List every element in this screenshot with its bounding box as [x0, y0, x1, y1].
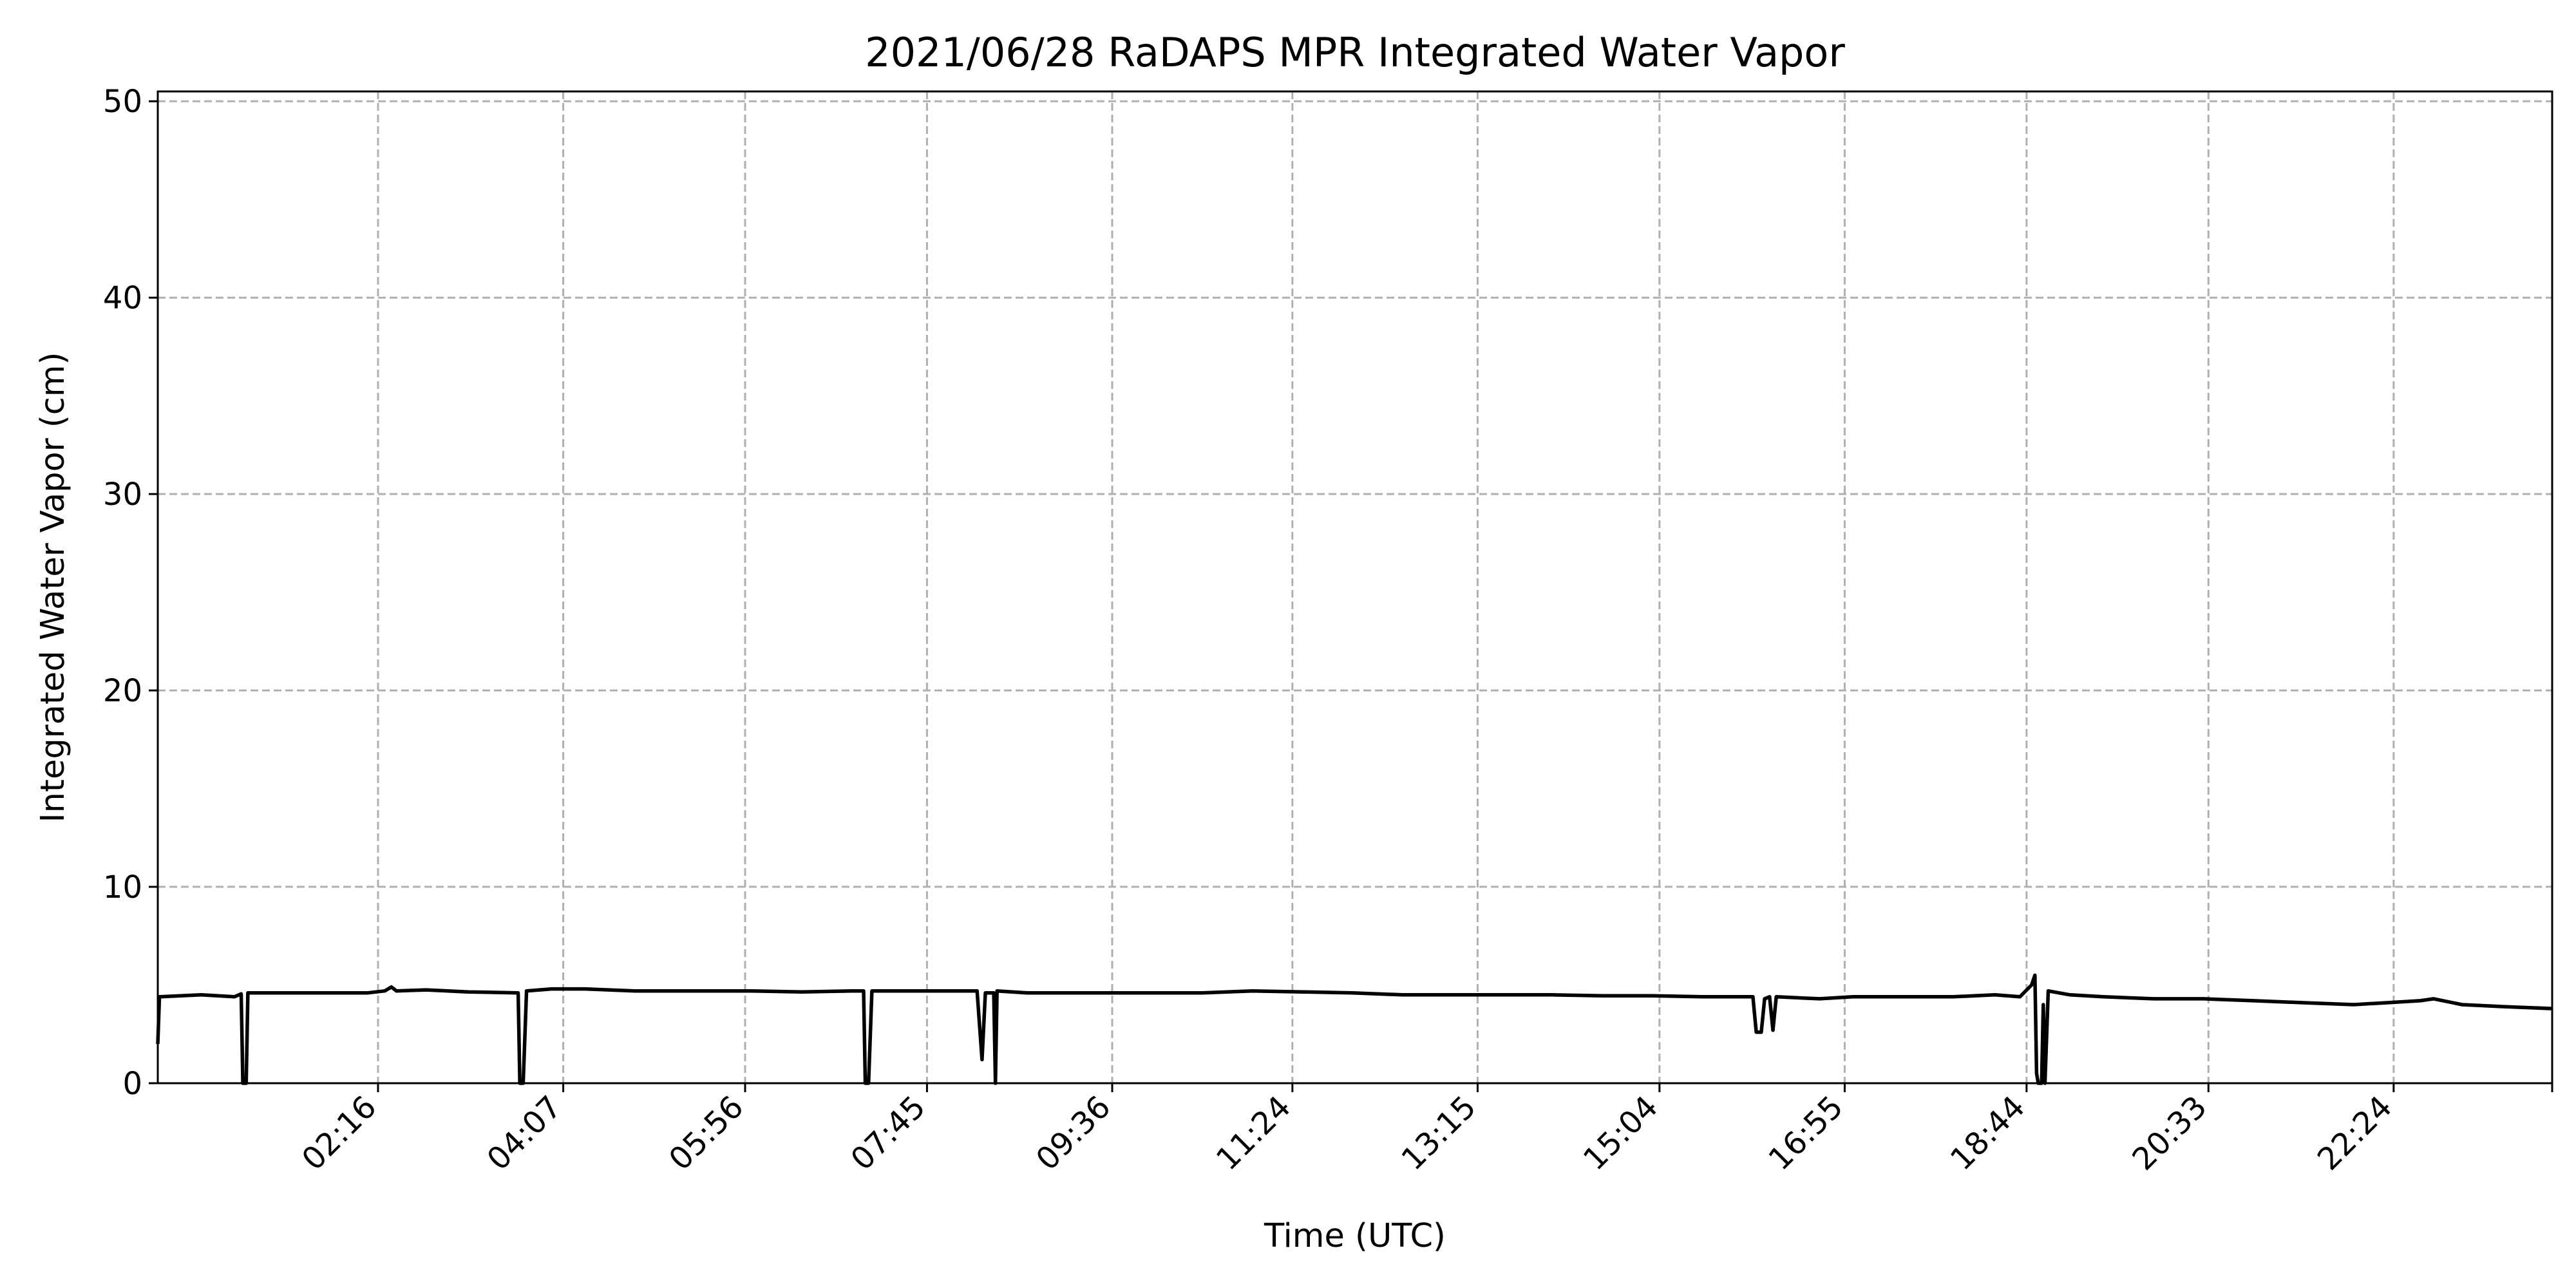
- series-line: [156, 973, 2553, 1085]
- y-tick-label: 40: [103, 280, 142, 316]
- y-tick-label: 0: [122, 1066, 142, 1102]
- chart-title: 2021/06/28 RaDAPS MPR Integrated Water V…: [865, 29, 1845, 76]
- y-tick-label: 20: [103, 673, 142, 709]
- y-tick-label: 10: [103, 869, 142, 905]
- plot-frame: [156, 90, 2553, 1084]
- y-tick-label: 50: [103, 84, 142, 120]
- y-axis-label: Integrated Water Vapor (cm): [34, 352, 72, 823]
- y-tick-label: 30: [103, 477, 142, 513]
- x-axis-label: Time (UTC): [1264, 1217, 1446, 1255]
- series-layer: [156, 973, 2553, 1085]
- y-axis: 0 10 20 30 40 50: [103, 84, 158, 1102]
